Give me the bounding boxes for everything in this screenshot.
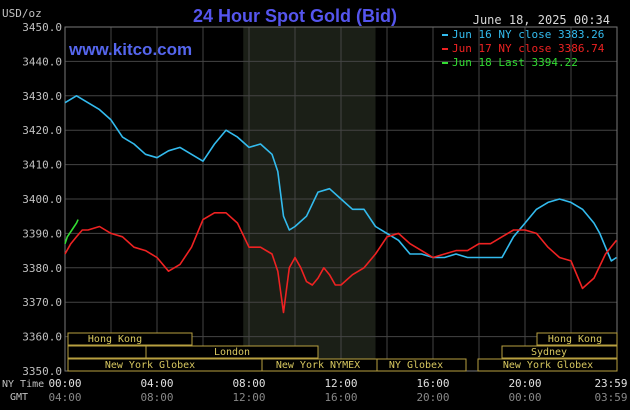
x-tick-gmt: 12:00	[232, 391, 265, 404]
y-tick-label: 3450.0	[22, 21, 62, 34]
series-line-1	[64, 95, 617, 262]
x-tick-ny: 16:00	[416, 377, 449, 390]
session-label-new-york-globex-1: New York Globex	[105, 360, 195, 371]
session-bars: Hong Kong London New York Globex New Yor…	[67, 332, 618, 372]
y-tick-label: 3420.0	[22, 124, 62, 137]
x-tick-ny: 23:59	[594, 377, 627, 390]
y-tick-label: 3350.0	[22, 365, 62, 378]
ny-time-label: NY Time	[2, 379, 44, 390]
legend-item: Jun 16 NY close 3383.26	[452, 28, 604, 41]
y-tick-label: 3380.0	[22, 262, 62, 275]
session-hong-kong-2	[536, 332, 618, 346]
x-tick-gmt: 04:00	[48, 391, 81, 404]
x-tick-gmt: 08:00	[140, 391, 173, 404]
series-line-3	[64, 219, 79, 244]
x-axis: 00:00 04:00 08:00 12:00 16:00 20:00 23:5904:00…	[48, 377, 627, 404]
x-tick-ny: 08:00	[232, 377, 265, 390]
x-tick-gmt: 20:00	[416, 391, 449, 404]
x-tick-ny: 00:00	[48, 377, 81, 390]
plot-area	[64, 26, 618, 372]
y-tick-label: 3400.0	[22, 193, 62, 206]
y-tick-label: 3430.0	[22, 90, 62, 103]
x-tick-ny: 20:00	[508, 377, 541, 390]
watermark: www.kitco.com	[68, 40, 192, 59]
session-new-york-nymex	[261, 358, 378, 372]
session-label-ny-globex: NY Globex	[389, 360, 443, 371]
session-label-hong-kong-1: Hong Kong	[88, 334, 142, 345]
x-tick-gmt: 03:59	[594, 391, 627, 404]
session-label-new-york-nymex: New York NYMEX	[276, 360, 360, 371]
y-tick-label: 3360.0	[22, 331, 62, 344]
legend-item: Jun 17 NY close 3386.74	[452, 42, 605, 55]
gmt-label: GMT	[10, 392, 28, 403]
session-hong-kong-1	[67, 332, 193, 346]
session-label-sydney: Sydney	[531, 347, 567, 358]
x-tick-gmt: 16:00	[324, 391, 357, 404]
y-tick-label: 3410.0	[22, 159, 62, 172]
y-axis: 3450.0 3440.0 3430.0 3420.0 3410.0 3400.0 3390…	[22, 21, 62, 378]
y-tick-label: 3370.0	[22, 296, 62, 309]
datetime-label: June 18, 2025 00:34	[473, 13, 610, 27]
units-label: USD/oz	[2, 7, 42, 20]
session-label-london: London	[214, 347, 250, 358]
session-new-york-globex-2	[477, 358, 618, 372]
x-tick-ny: 04:00	[140, 377, 173, 390]
series-line-2	[64, 212, 618, 314]
y-tick-label: 3440.0	[22, 55, 62, 68]
chart-title: 24 Hour Spot Gold (Bid)	[193, 6, 397, 26]
series-lines	[64, 95, 618, 314]
x-tick-ny: 12:00	[324, 377, 357, 390]
session-london-left	[67, 345, 147, 359]
legend-item: Jun 18 Last 3394.22	[452, 56, 578, 69]
y-tick-label: 3390.0	[22, 227, 62, 240]
session-label-new-york-globex-2: New York Globex	[503, 360, 593, 371]
x-tick-gmt: 00:00	[508, 391, 541, 404]
session-sydney	[501, 345, 618, 359]
session-label-hong-kong-2: Hong Kong	[548, 334, 602, 345]
